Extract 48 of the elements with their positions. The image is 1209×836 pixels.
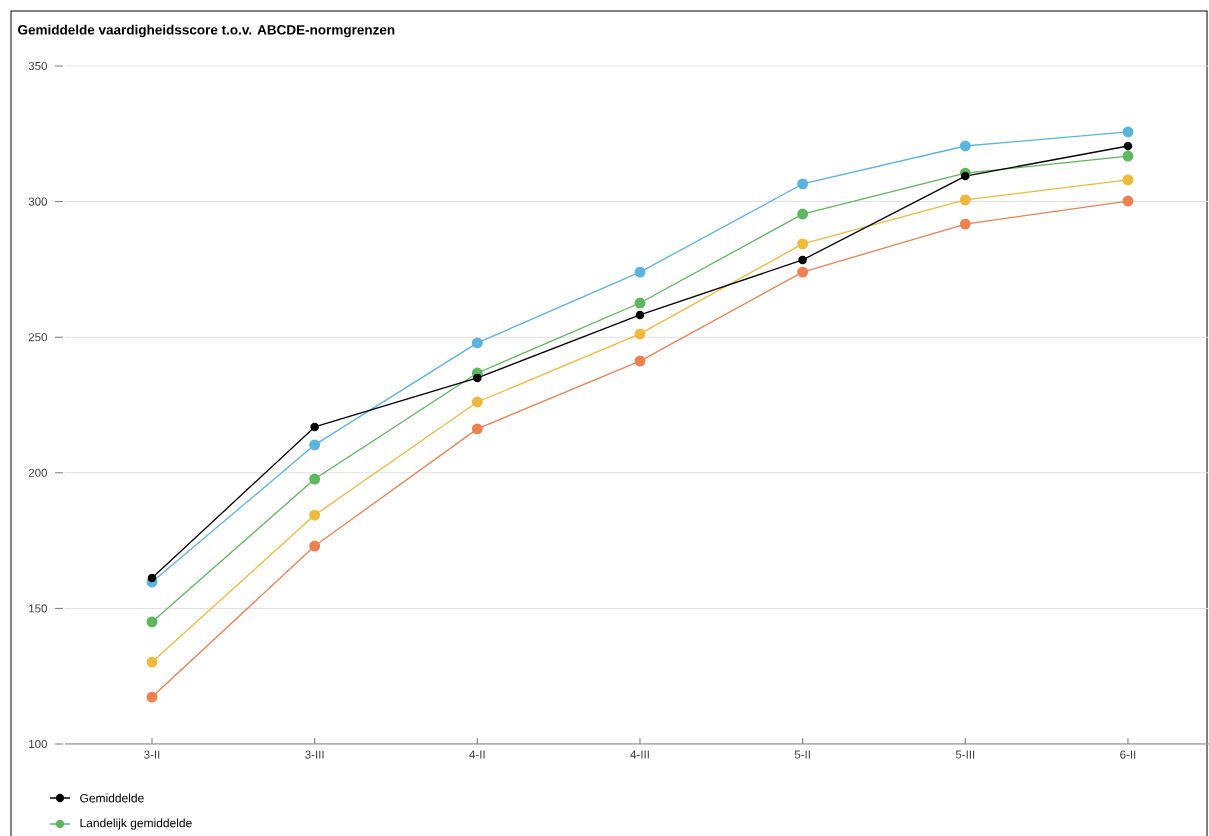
point xyxy=(961,171,970,181)
point xyxy=(959,218,971,230)
point xyxy=(797,266,809,278)
x-tick-label: 3-II xyxy=(144,750,160,759)
y-tick-label: 350 xyxy=(28,61,48,71)
point xyxy=(146,691,158,703)
point xyxy=(634,355,646,367)
point xyxy=(473,373,482,383)
point xyxy=(959,194,971,206)
legend-label: Gemiddelde xyxy=(80,793,144,803)
point xyxy=(471,423,483,435)
point xyxy=(309,473,321,485)
point xyxy=(147,573,157,583)
chart-title: Gemiddelde vaardigheidsscore t.o.v. ABCDE-normgrenzen xyxy=(18,24,395,38)
point xyxy=(797,208,809,220)
point xyxy=(634,328,646,340)
x-tick-label: 5-II xyxy=(794,750,810,759)
point xyxy=(310,422,319,432)
y-tick-label: 200 xyxy=(28,468,48,477)
legend-label: Landelijk gemiddelde xyxy=(80,818,192,830)
point xyxy=(634,297,646,309)
x-tick-label: 3-III xyxy=(305,750,324,759)
point xyxy=(309,540,321,552)
point xyxy=(471,396,483,408)
point xyxy=(1123,141,1133,151)
x-tick-label: 5-III xyxy=(955,750,975,759)
x-tick-label: 4-III xyxy=(630,750,649,759)
point xyxy=(798,255,807,265)
point xyxy=(634,266,646,278)
y-tick-label: 150 xyxy=(29,604,48,613)
point xyxy=(1122,126,1134,138)
y-tick-label: 250 xyxy=(28,333,48,342)
point xyxy=(146,616,158,628)
point xyxy=(1122,150,1134,162)
point xyxy=(959,140,971,152)
point xyxy=(146,656,158,668)
x-tick-label: 4-II xyxy=(469,750,485,759)
point xyxy=(309,509,321,521)
point xyxy=(309,439,321,451)
point xyxy=(797,178,809,190)
point xyxy=(797,238,809,250)
y-tick-label: 100 xyxy=(29,739,48,749)
x-tick-label: 6-II xyxy=(1120,750,1136,759)
y-tick-label: 300 xyxy=(28,197,48,206)
point xyxy=(1122,174,1134,186)
point xyxy=(1122,195,1134,207)
point xyxy=(635,310,645,320)
point xyxy=(471,337,483,349)
